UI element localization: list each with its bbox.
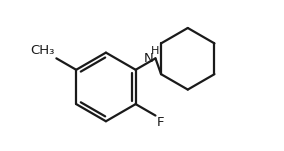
Text: H: H [151, 46, 160, 56]
Text: CH₃: CH₃ [31, 44, 55, 58]
Text: N: N [144, 52, 154, 65]
Text: F: F [157, 116, 164, 129]
